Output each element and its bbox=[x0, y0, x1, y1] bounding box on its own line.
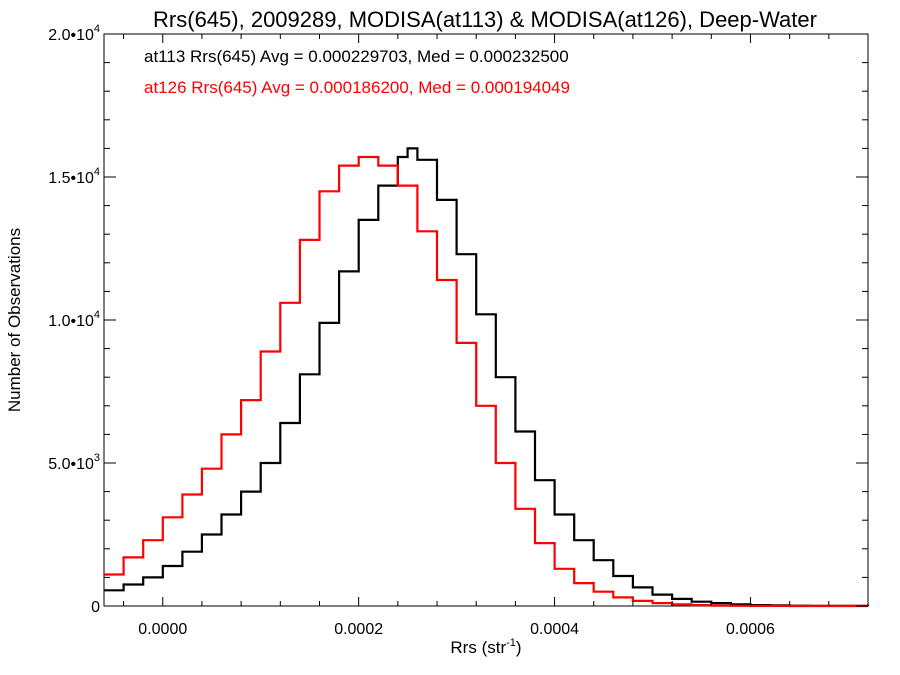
legend-annotation-at113: at113 Rrs(645) Avg = 0.000229703, Med = … bbox=[144, 47, 569, 66]
y-axis-ticks: 0 5.0•103 1.0•104 1.5•104 2.0•104 bbox=[48, 23, 868, 616]
x-tick-label: 0.0002 bbox=[334, 621, 383, 638]
x-axis-ticks: 0.0000 0.0002 0.0004 0.0006 bbox=[123, 34, 869, 638]
x-tick-label: 0.0000 bbox=[138, 621, 187, 638]
x-axis-label: Rrs (str-1) bbox=[450, 637, 521, 657]
y-tick-label: 1.0•104 bbox=[48, 309, 100, 330]
x-tick-label: 0.0006 bbox=[726, 621, 775, 638]
chart-title: Rrs(645), 2009289, MODISA(at113) & MODIS… bbox=[153, 7, 817, 32]
y-tick-label: 0 bbox=[91, 599, 100, 616]
x-axis-label-suffix: ) bbox=[516, 638, 522, 657]
x-axis-label-sup: -1 bbox=[506, 637, 516, 649]
x-tick-label: 0.0004 bbox=[530, 621, 579, 638]
y-tick-label: 2.0•104 bbox=[48, 23, 100, 44]
y-tick-label: 1.5•104 bbox=[48, 166, 100, 187]
legend-annotation-at126: at126 Rrs(645) Avg = 0.000186200, Med = … bbox=[144, 78, 570, 97]
series-line-1 bbox=[104, 155, 868, 608]
plot-area: 0.0000 0.0002 0.0004 0.0006 0 5.0•103 1.0•104… bbox=[48, 23, 870, 638]
x-axis-label-main: Rrs (str bbox=[450, 638, 506, 657]
series-line-0 bbox=[104, 147, 870, 607]
y-axis-label: Number of Observations bbox=[5, 228, 24, 412]
plot-frame bbox=[103, 33, 869, 607]
y-tick-label: 5.0•103 bbox=[48, 452, 100, 473]
series-layer bbox=[104, 147, 870, 608]
